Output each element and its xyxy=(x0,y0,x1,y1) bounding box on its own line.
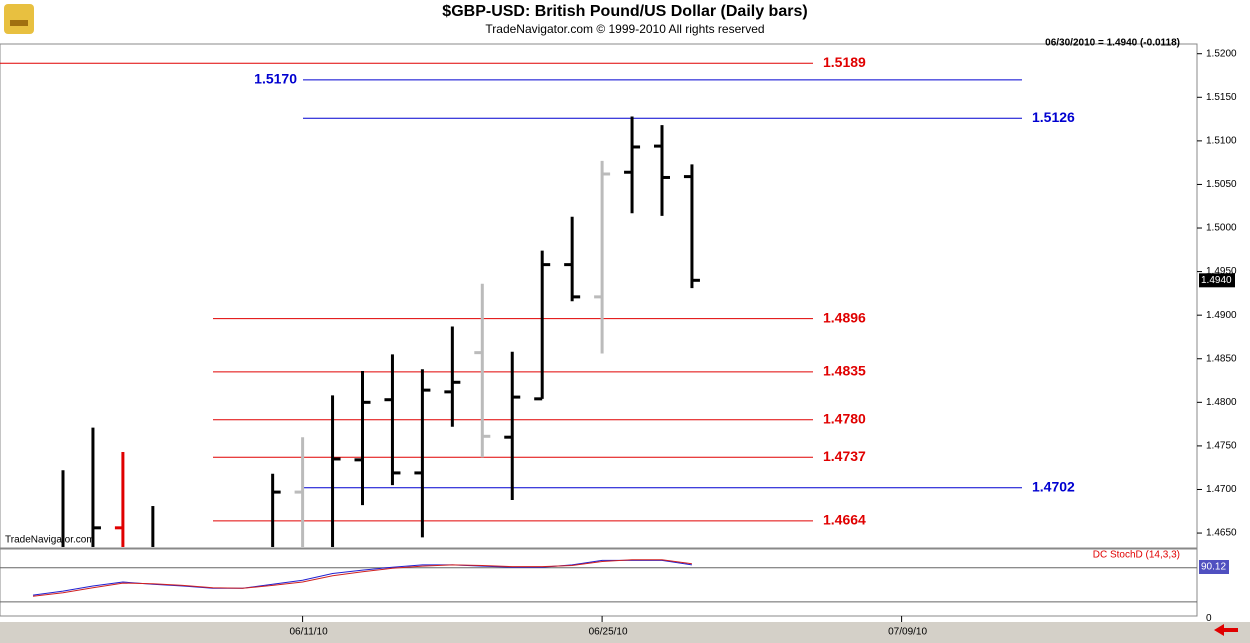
level-label: 1.5170 xyxy=(254,71,297,87)
y-tick-label: 1.4650 xyxy=(1206,528,1237,539)
x-tick-label: 06/25/10 xyxy=(589,627,628,638)
info: 06/30/2010 = 1.4940 (-0.0118) xyxy=(1045,38,1180,49)
last-price: 1.4940 xyxy=(1201,275,1232,286)
chart-title: $GBP-USD: British Pound/US Dollar (Daily… xyxy=(442,3,807,20)
level-label: 1.4780 xyxy=(823,410,866,426)
y-tick-label: 1.4800 xyxy=(1206,397,1237,408)
stoch-panel xyxy=(0,548,1198,617)
y-tick-label: 1.5050 xyxy=(1206,179,1237,190)
level-label: 1.5189 xyxy=(823,54,866,70)
level-label: 1.4835 xyxy=(823,363,866,379)
y-tick-label: 1.4900 xyxy=(1206,310,1237,321)
price-panel xyxy=(0,43,1198,549)
y-tick-label: 1.4950 xyxy=(1206,266,1237,277)
date-strip xyxy=(0,622,1250,643)
stoch-last: 90.12 xyxy=(1201,562,1226,573)
subtitle: TradeNavigator.com © 1999-2010 All right… xyxy=(485,22,764,36)
y-tick-label: 1.5150 xyxy=(1206,92,1237,103)
y-tick-label: 1.5100 xyxy=(1206,136,1237,147)
y-tick-label: 1.5000 xyxy=(1206,223,1237,234)
scroll-arrow[interactable] xyxy=(1214,624,1238,636)
stoch-last-box xyxy=(1199,560,1229,574)
stoch-line xyxy=(32,559,692,597)
level-label: 1.4702 xyxy=(1032,478,1075,494)
level-label: 1.4737 xyxy=(823,448,866,464)
y-tick-label: 1.4850 xyxy=(1206,353,1237,364)
stoch-title: DC StochD (14,3,3) xyxy=(1093,550,1180,561)
level-label: 1.4896 xyxy=(823,309,866,325)
level-label: 1.4664 xyxy=(823,512,866,528)
x-tick-label: 06/11/10 xyxy=(290,627,329,638)
y-tick-label: 1.4750 xyxy=(1206,441,1237,452)
watermark: TradeNavigator.com xyxy=(5,535,95,546)
logo xyxy=(4,4,34,34)
y-tick-label: 1.5200 xyxy=(1206,48,1237,59)
last-price-box xyxy=(1199,273,1235,288)
x-tick-label: 07/09/10 xyxy=(888,627,927,638)
y-tick-label: 1.4700 xyxy=(1206,484,1237,495)
level-label: 1.5126 xyxy=(1032,109,1075,125)
stoch-tick-label: 0 xyxy=(1206,613,1212,624)
